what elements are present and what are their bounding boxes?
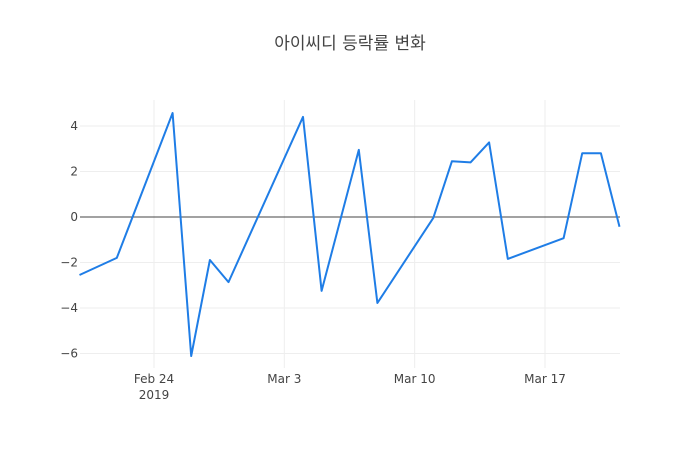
chart-title: 아이씨디 등락률 변화 (274, 34, 426, 54)
x-tick-label: Mar 17 (524, 372, 566, 386)
y-tick-label: −2 (60, 256, 78, 270)
x-axis: Feb 24 2019 Mar 3 Mar 10 Mar 17 (134, 372, 566, 402)
x-tick-label: Mar 10 (394, 372, 436, 386)
y-axis: 4 2 0 −2 −4 −6 (60, 119, 78, 361)
series-line[interactable] (79, 112, 621, 357)
x-tick-label: Mar 3 (267, 372, 301, 386)
gridlines (80, 100, 620, 368)
x-tick-label: Feb 24 (134, 372, 174, 386)
y-tick-label: −4 (60, 301, 78, 315)
y-tick-label: −6 (60, 347, 78, 361)
y-tick-label: 4 (70, 119, 78, 133)
plot-area[interactable] (79, 112, 621, 357)
y-tick-label: 2 (70, 165, 78, 179)
x-tick-sublabel: 2019 (139, 388, 170, 402)
y-tick-label: 0 (70, 210, 78, 224)
